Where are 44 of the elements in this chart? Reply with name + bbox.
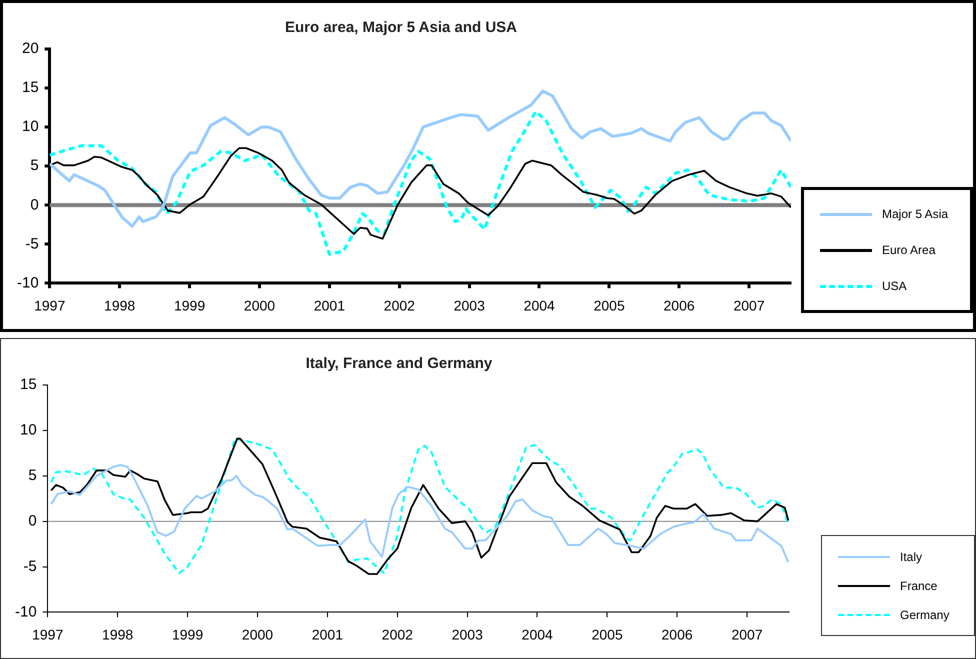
- legend-label: Major 5 Asia: [882, 207, 948, 221]
- x-tick-label: 1998: [104, 297, 136, 314]
- x-tick-label: 2004: [522, 626, 554, 642]
- x-tick-label: 1999: [172, 626, 204, 642]
- x-tick-label: 2005: [592, 626, 623, 642]
- y-tick-label: 10: [20, 422, 37, 439]
- x-tick-label: 2007: [731, 626, 763, 642]
- x-tick-label: 2002: [382, 626, 414, 642]
- legend-label: France: [900, 578, 938, 592]
- x-tick-label: 1997: [34, 297, 66, 314]
- x-tick-label: 2002: [384, 297, 416, 314]
- legend-label: USA: [882, 279, 907, 293]
- x-tick-label: 1997: [32, 626, 64, 642]
- x-tick-label: 2000: [244, 297, 276, 314]
- x-tick-label: 2001: [312, 626, 344, 642]
- chart-title: Italy, France and Germany: [306, 355, 493, 372]
- x-tick-label: 2001: [314, 297, 346, 314]
- legend-label: Italy: [900, 550, 922, 564]
- y-tick-label: 15: [22, 79, 39, 96]
- x-tick-label: 1999: [174, 297, 206, 314]
- y-tick-label: 0: [28, 512, 37, 530]
- x-tick-label: 2006: [664, 297, 695, 314]
- legend-label: Germany: [900, 608, 950, 622]
- y-tick-label: 15: [20, 376, 37, 394]
- y-tick-label: 0: [30, 196, 39, 214]
- x-tick-label: 2003: [454, 297, 486, 314]
- x-tick-label: 2005: [594, 297, 625, 314]
- x-tick-label: 2000: [242, 626, 274, 642]
- y-tick-label: 20: [22, 40, 39, 58]
- x-tick-label: 2003: [452, 626, 484, 642]
- y-tick-label: -5: [25, 235, 39, 252]
- y-tick-label: 5: [30, 157, 39, 174]
- legend-label: Euro Area: [882, 243, 936, 257]
- x-tick-label: 2006: [662, 626, 693, 642]
- y-tick-label: -10: [16, 274, 39, 292]
- y-tick-label: 5: [28, 467, 37, 484]
- y-tick-label: 10: [22, 118, 39, 136]
- x-tick-label: 2004: [524, 297, 556, 314]
- x-tick-label: 1998: [102, 626, 134, 642]
- line-series: [50, 110, 791, 256]
- y-tick-label: -10: [14, 603, 37, 620]
- x-tick-label: 2007: [733, 297, 765, 314]
- y-tick-label: -5: [23, 558, 37, 575]
- chart-title: Euro area, Major 5 Asia and USA: [284, 19, 518, 36]
